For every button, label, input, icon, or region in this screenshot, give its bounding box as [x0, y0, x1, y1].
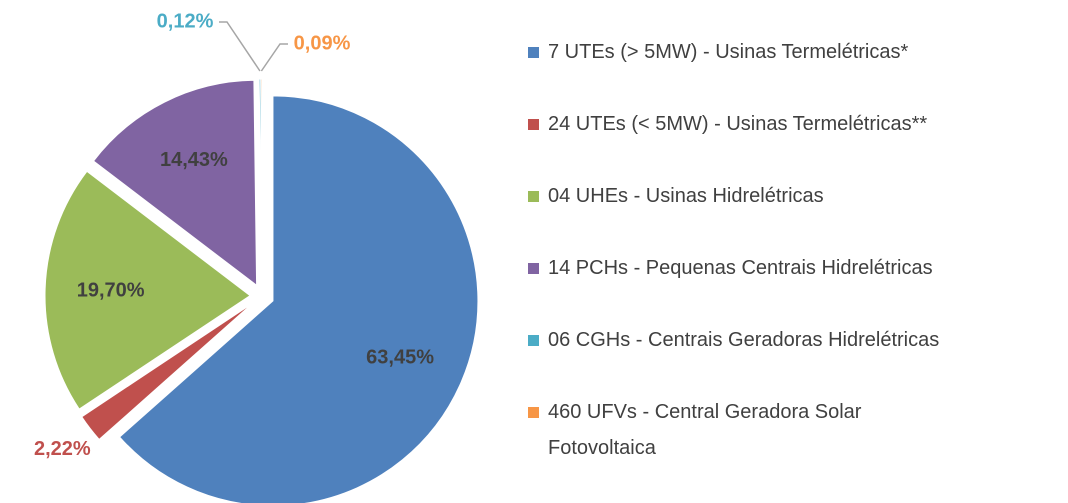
legend-swatch — [528, 263, 539, 274]
leader-line — [219, 21, 261, 72]
legend-item: 06 CGHs - Centrais Geradoras Hidrelétric… — [528, 322, 939, 358]
pie-slice — [81, 302, 253, 441]
legend-item: 24 UTEs (< 5MW) - Usinas Termelétricas** — [528, 106, 927, 142]
legend-label: 04 UHEs - Usinas Hidrelétricas — [548, 185, 824, 207]
data-label: 0,09% — [294, 32, 351, 54]
data-label: 19,70% — [77, 279, 145, 301]
data-label: 0,12% — [157, 10, 214, 32]
legend-swatch — [528, 119, 539, 130]
legend-item: 460 UFVs - Central Geradora Solar Fotovo… — [528, 394, 968, 466]
data-label: 63,45% — [366, 346, 434, 368]
legend-item: 04 UHEs - Usinas Hidrelétricas — [528, 178, 824, 214]
legend-swatch — [528, 47, 539, 58]
pie-slice — [260, 78, 263, 285]
leader-line — [260, 43, 288, 72]
legend-label: 06 CGHs - Centrais Geradoras Hidrelétric… — [548, 329, 940, 351]
legend-swatch — [528, 335, 539, 346]
pie-slice — [118, 95, 479, 503]
legend-label: 14 PCHs - Pequenas Centrais Hidrelétrica… — [548, 257, 933, 279]
legend-item: 7 UTEs (> 5MW) - Usinas Termelétricas* — [528, 34, 908, 70]
legend-label: 24 UTEs (< 5MW) - Usinas Termelétricas** — [548, 113, 928, 135]
data-label: 2,22% — [34, 438, 91, 460]
data-label: 14,43% — [160, 149, 228, 171]
pie-slice — [44, 170, 251, 410]
legend-swatch — [528, 191, 539, 202]
legend-item: 14 PCHs - Pequenas Centrais Hidrelétrica… — [528, 250, 933, 286]
legend-swatch — [528, 407, 539, 418]
pie-slice — [92, 79, 258, 287]
legend-label: 7 UTEs (> 5MW) - Usinas Termelétricas* — [548, 41, 909, 63]
legend-label: 460 UFVs - Central Geradora Solar Fotovo… — [548, 401, 862, 459]
